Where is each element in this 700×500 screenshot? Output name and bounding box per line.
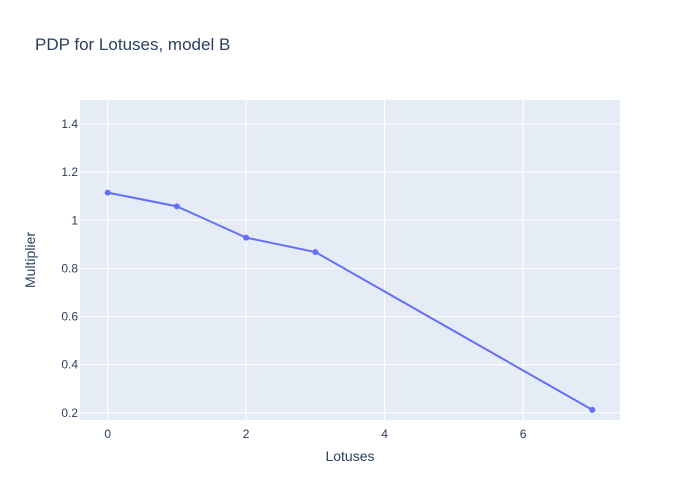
data-point[interactable] — [589, 406, 596, 413]
data-point[interactable] — [104, 189, 111, 196]
x-tick-label: 0 — [104, 427, 111, 441]
plot-area — [80, 100, 620, 420]
x-axis-title: Lotuses — [325, 448, 374, 464]
data-point[interactable] — [173, 203, 180, 210]
y-tick-label: 1 — [71, 213, 78, 227]
chart-title: PDP for Lotuses, model B — [35, 35, 230, 54]
y-tick-label: 0.2 — [61, 406, 78, 420]
x-tick-label: 6 — [520, 427, 527, 441]
y-tick-label: 1.4 — [61, 117, 78, 131]
grid-lines — [80, 100, 620, 420]
y-tick-label: 0.8 — [61, 261, 78, 275]
data-point[interactable] — [243, 234, 250, 241]
y-tick-label: 1.2 — [61, 165, 78, 179]
x-axis-ticks: 0 2 4 6 — [104, 427, 526, 441]
x-tick-label: 2 — [243, 427, 250, 441]
series-layer — [104, 189, 596, 413]
y-tick-label: 0.6 — [61, 310, 78, 324]
x-tick-label: 4 — [381, 427, 388, 441]
data-point[interactable] — [312, 249, 319, 256]
y-axis-title: Multiplier — [22, 232, 38, 288]
y-tick-label: 0.4 — [61, 358, 78, 372]
y-axis-ticks: 0.2 0.4 0.6 0.8 1 1.2 1.4 — [61, 117, 78, 420]
